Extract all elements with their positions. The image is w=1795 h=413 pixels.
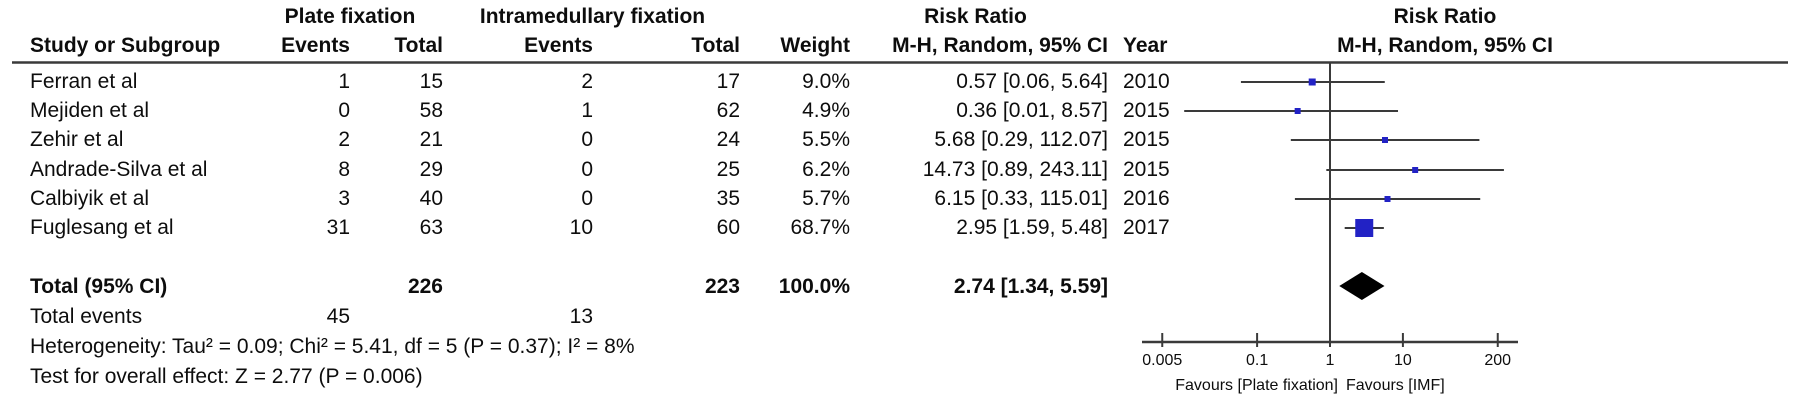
study-row: Mejiden et al 0 58 1 62 4.9% 0.36 [0.01,… (0, 98, 1795, 124)
study-name-cell: Zehir et al (30, 128, 124, 151)
year-cell: 2015 (1123, 99, 1170, 122)
study-name-cell: Ferran et al (30, 70, 138, 93)
year-cell: 2010 (1123, 70, 1170, 93)
plate-total-sum: 226 (407, 275, 443, 298)
imf-events-cell: 2 (581, 70, 593, 93)
weight-cell: 6.2% (802, 158, 850, 181)
total-row: Total (95% CI) 226 223 100.0% 2.74 [1.34… (0, 274, 1795, 300)
imf-total-sum: 223 (704, 275, 740, 298)
ci-text-cell: 5.68 [0.29, 112.07] (934, 128, 1108, 151)
column-header-row: Study or Subgroup Events Total Events To… (0, 33, 1795, 59)
study-row: Ferran et al 1 15 2 17 9.0% 0.57 [0.06, … (0, 69, 1795, 95)
risk-ratio-title-right: Risk Ratio (1393, 5, 1497, 28)
plate-events-cell: 31 (326, 216, 350, 239)
weight-cell: 4.9% (802, 99, 850, 122)
plate-events-cell: 2 (338, 128, 350, 151)
heterogeneity-text: Heterogeneity: Tau² = 0.09; Chi² = 5.41,… (30, 335, 635, 358)
imf-events-cell: 10 (569, 216, 593, 239)
plate-events-cell: 1 (338, 70, 350, 93)
favours-left-label: Favours [Plate fixation] (1175, 377, 1338, 394)
imf-total-header: Total (691, 34, 740, 57)
imf-total-cell: 60 (716, 216, 740, 239)
ci-text-cell: 0.36 [0.01, 8.57] (956, 99, 1108, 122)
year-header: Year (1123, 34, 1168, 57)
study-row: Andrade-Silva et al 8 29 0 25 6.2% 14.73… (0, 157, 1795, 183)
favours-right-label: Favours [IMF] (1346, 377, 1445, 394)
study-row: Fuglesang et al 31 63 10 60 68.7% 2.95 [… (0, 215, 1795, 241)
ci-text-cell: 6.15 [0.33, 115.01] (934, 187, 1108, 210)
plate-total-cell: 29 (419, 158, 443, 181)
study-column-header: Study or Subgroup (30, 34, 221, 57)
weight-header: Weight (780, 34, 850, 57)
total-events-label: Total events (30, 305, 143, 328)
imf-total-cell: 17 (716, 70, 740, 93)
plate-total-cell: 40 (419, 187, 443, 210)
plate-events-sum: 45 (326, 305, 350, 328)
year-cell: 2015 (1123, 158, 1170, 181)
year-cell: 2017 (1123, 216, 1170, 239)
risk-ratio-title-left: Risk Ratio (924, 5, 1027, 28)
weight-cell: 9.0% (802, 70, 850, 93)
ci-text-cell: 14.73 [0.89, 243.11] (922, 158, 1108, 181)
imf-events-cell: 0 (581, 128, 593, 151)
total-label: Total (95% CI) (30, 275, 168, 298)
imf-total-cell: 35 (716, 187, 740, 210)
imf-events-cell: 0 (581, 158, 593, 181)
axis-tick-label: 10 (1393, 352, 1412, 369)
plate-events-cell: 0 (338, 99, 350, 122)
study-name-cell: Mejiden et al (30, 99, 150, 122)
imf-events-header: Events (524, 34, 593, 57)
plate-events-cell: 8 (338, 158, 350, 181)
plate-total-cell: 63 (419, 216, 443, 239)
axis-tick-label: 200 (1484, 352, 1512, 369)
imf-group-header: Intramedullary fixation (479, 5, 706, 28)
axis-tick-label: 1 (1325, 352, 1335, 369)
plate-total-cell: 15 (419, 70, 443, 93)
year-cell: 2016 (1123, 187, 1170, 210)
mh-ci-header-right: M-H, Random, 95% CI (1337, 34, 1553, 57)
overall-effect-row: Test for overall effect: Z = 2.77 (P = 0… (0, 364, 1795, 390)
total-weight: 100.0% (778, 275, 850, 298)
study-name-cell: Fuglesang et al (30, 216, 174, 239)
weight-cell: 5.7% (802, 187, 850, 210)
axis-tick-label: 0.1 (1245, 352, 1269, 369)
heterogeneity-row: Heterogeneity: Tau² = 0.09; Chi² = 5.41,… (0, 334, 1795, 360)
plate-events-header: Events (281, 34, 350, 57)
imf-total-cell: 24 (716, 128, 740, 151)
imf-total-cell: 62 (716, 99, 740, 122)
plate-group-header: Plate fixation (284, 5, 416, 28)
year-cell: 2015 (1123, 128, 1170, 151)
axis-tick-label: 0.005 (1142, 352, 1183, 369)
ci-text-cell: 2.95 [1.59, 5.48] (956, 216, 1108, 239)
weight-cell: 5.5% (802, 128, 850, 151)
plate-total-header: Total (394, 34, 443, 57)
total-ci-text: 2.74 [1.34, 5.59] (953, 275, 1108, 298)
imf-total-cell: 25 (716, 158, 740, 181)
imf-events-cell: 0 (581, 187, 593, 210)
group-header-row: Plate fixation Intramedullary fixation R… (0, 4, 1795, 30)
imf-events-sum: 13 (569, 305, 593, 328)
plate-total-cell: 21 (419, 128, 443, 151)
study-row: Calbiyik et al 3 40 0 35 5.7% 6.15 [0.33… (0, 186, 1795, 212)
study-name-cell: Calbiyik et al (30, 187, 150, 210)
weight-cell: 68.7% (790, 216, 850, 239)
total-events-row: Total events 45 13 (0, 304, 1795, 330)
overall-effect-text: Test for overall effect: Z = 2.77 (P = 0… (30, 365, 423, 388)
ci-text-cell: 0.57 [0.06, 5.64] (956, 70, 1108, 93)
study-name-cell: Andrade-Silva et al (30, 158, 208, 181)
plate-total-cell: 58 (419, 99, 443, 122)
plate-events-cell: 3 (338, 187, 350, 210)
study-row: Zehir et al 2 21 0 24 5.5% 5.68 [0.29, 1… (0, 127, 1795, 153)
imf-events-cell: 1 (581, 99, 593, 122)
mh-ci-header-left: M-H, Random, 95% CI (892, 34, 1108, 57)
